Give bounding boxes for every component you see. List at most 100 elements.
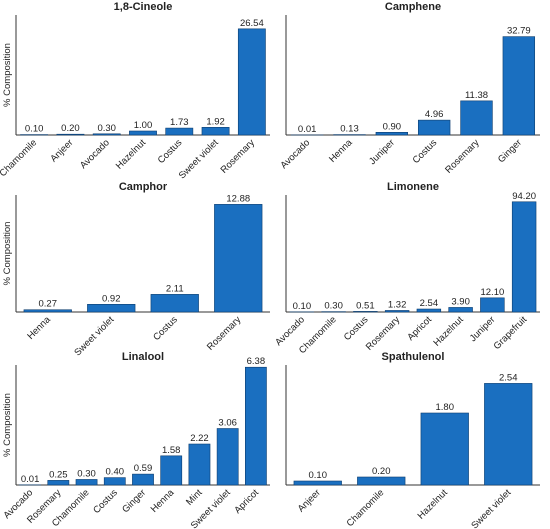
bar <box>214 204 263 313</box>
bar <box>384 310 410 313</box>
bar <box>56 133 85 136</box>
x-tick-label: Grapefruit <box>492 314 530 352</box>
bar <box>480 297 505 313</box>
x-tick-label: Ginger <box>496 137 524 165</box>
value-label: 0.30 <box>97 123 116 134</box>
value-label: 2.54 <box>499 372 518 383</box>
value-label: 0.10 <box>309 470 328 481</box>
x-tick-label: Chamomile <box>345 487 387 529</box>
x-tick-label: Rosemary <box>364 314 403 353</box>
bar <box>75 479 98 486</box>
value-label: 6.38 <box>247 356 266 367</box>
x-tick-label: Mint <box>184 487 205 508</box>
value-label: 1.73 <box>170 117 189 128</box>
bar <box>511 201 537 313</box>
value-label: 26.54 <box>240 18 264 29</box>
value-label: 4.96 <box>425 109 444 120</box>
x-tick-label: Henna <box>149 487 177 515</box>
value-label: 1.58 <box>162 445 181 456</box>
value-label: 3.90 <box>451 296 470 307</box>
value-label: 0.25 <box>49 469 68 480</box>
value-label: 2.11 <box>166 283 184 294</box>
bar <box>245 366 267 486</box>
bar <box>353 311 378 313</box>
bar <box>375 132 409 136</box>
chart-title: Limonene <box>387 181 439 193</box>
x-tick-label: Henna <box>25 314 53 342</box>
x-tick-label: Costus <box>151 314 180 343</box>
bar <box>448 307 473 313</box>
x-tick-label: Sweet violet <box>72 314 116 358</box>
x-tick-label: Sweet violet <box>177 137 221 181</box>
y-axis-label: % Composition <box>2 43 13 107</box>
bar <box>132 473 154 486</box>
bar <box>417 119 451 136</box>
x-tick-label: Anjeer <box>48 137 75 164</box>
value-label: 0.40 <box>106 467 125 478</box>
x-tick-label: Avocado <box>78 137 112 171</box>
x-tick-label: Rosemary <box>219 137 258 176</box>
bar <box>420 412 469 486</box>
chart-title: 1,8-Cineole <box>114 1 173 13</box>
y-axis-label: % Composition <box>2 222 13 286</box>
x-tick-label: Ginger <box>120 487 148 515</box>
value-label: 0.01 <box>21 474 40 485</box>
x-tick-label: Hazelnut <box>416 487 451 522</box>
value-label: 0.92 <box>102 293 121 304</box>
value-label: 0.20 <box>61 123 80 134</box>
bar <box>150 294 199 313</box>
bar <box>484 383 533 486</box>
value-label: 0.30 <box>77 468 96 479</box>
value-label: 0.10 <box>293 301 312 312</box>
bar <box>237 28 266 136</box>
bar <box>129 130 157 136</box>
value-label: 2.22 <box>190 433 209 444</box>
value-label: 0.90 <box>383 121 402 132</box>
value-label: 0.13 <box>340 124 359 135</box>
bar <box>460 100 493 136</box>
bar <box>47 480 70 486</box>
value-label: 1.80 <box>436 402 455 413</box>
bar <box>293 480 342 486</box>
value-label: 11.38 <box>465 90 488 101</box>
x-tick-label: Chamomile <box>0 137 39 179</box>
x-tick-label: Costus <box>342 314 371 343</box>
bar <box>87 304 136 313</box>
x-tick-label: Avocado <box>278 137 312 171</box>
value-label: 94.20 <box>512 191 536 202</box>
bar <box>188 443 211 486</box>
value-label: 0.20 <box>372 466 391 477</box>
x-tick-label: Rosemary <box>205 314 244 353</box>
value-label: 1.92 <box>206 116 225 127</box>
x-tick-label: Costus <box>156 137 185 166</box>
chart-title: Camphene <box>385 1 441 13</box>
x-tick-label: Rosemary <box>443 137 482 176</box>
x-tick-label: Anjeer <box>296 487 323 514</box>
x-tick-label: Costus <box>411 137 440 166</box>
value-label: 12.10 <box>480 287 504 298</box>
value-label: 0.27 <box>39 299 58 310</box>
x-tick-label: Henna <box>327 137 355 165</box>
value-label: 3.06 <box>218 418 237 429</box>
value-label: 0.51 <box>356 300 375 311</box>
chart-title: Linalool <box>122 351 164 363</box>
chart-title: Camphor <box>119 181 168 193</box>
bar <box>357 476 406 486</box>
x-tick-label: Juniper <box>468 314 498 344</box>
bar <box>165 127 194 136</box>
bar <box>416 308 442 313</box>
x-tick-label: Apricot <box>232 487 261 516</box>
value-label: 0.30 <box>324 301 343 312</box>
value-label: 1.32 <box>388 299 407 310</box>
value-label: 2.54 <box>420 298 439 309</box>
value-label: 32.79 <box>507 26 531 37</box>
bar <box>92 133 121 136</box>
value-label: 1.00 <box>134 120 153 131</box>
value-label: 0.59 <box>134 463 153 474</box>
value-label: 0.01 <box>298 124 317 135</box>
x-tick-label: Apricot <box>405 314 434 343</box>
bar <box>201 127 230 136</box>
bar <box>160 455 183 486</box>
bar <box>23 309 72 313</box>
